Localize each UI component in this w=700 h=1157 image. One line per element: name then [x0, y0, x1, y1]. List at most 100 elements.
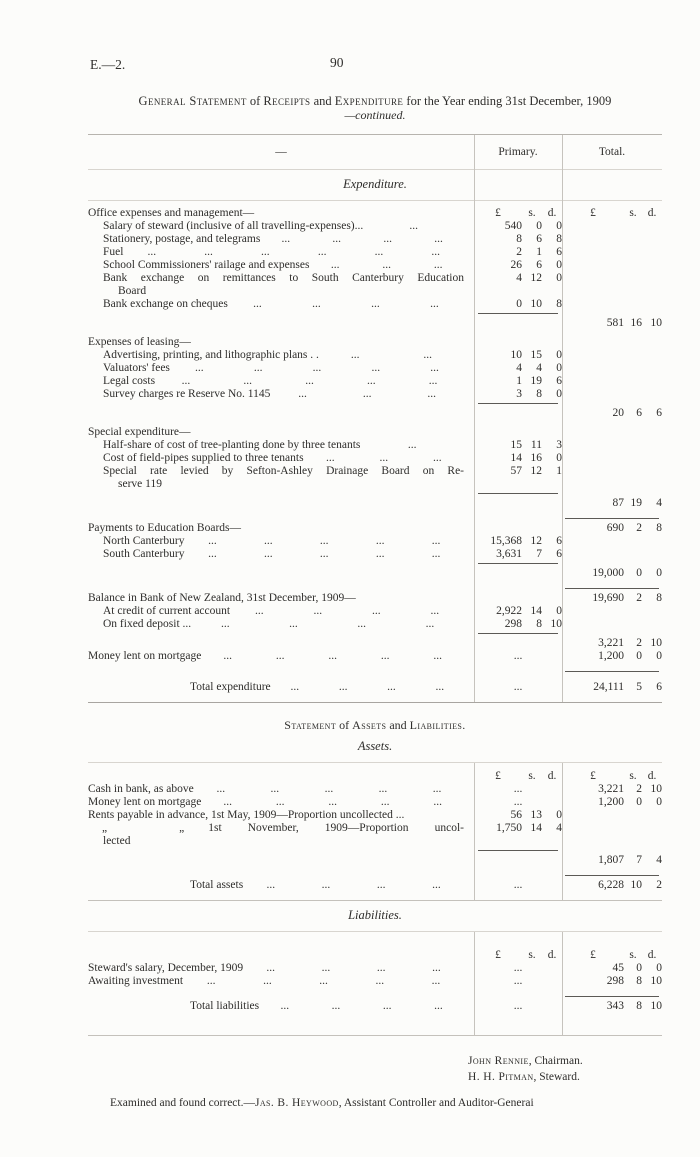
amount-pounds: 3,631 — [496, 548, 522, 560]
amount-dots: ... — [513, 681, 523, 693]
leader-dots: ... — [312, 362, 322, 374]
amount-dots: ... — [513, 975, 523, 987]
leader-dots: ... — [281, 233, 291, 245]
amount-pounds: 6,228 — [598, 879, 624, 891]
table-row: At credit of current account............… — [88, 605, 662, 618]
row-label-cell: Expenses of leasing— — [88, 336, 474, 349]
amount-primary: 1,750 14 4 — [474, 822, 562, 835]
leader-dots: ... — [261, 246, 270, 258]
amount-primary: 0 10 8 — [474, 298, 562, 311]
currency-column-header: £ — [590, 770, 596, 782]
amount-pounds: 1,200 — [598, 796, 624, 808]
leader-dots: ... — [407, 439, 417, 451]
subtotal-rule-row — [88, 631, 662, 637]
signatory-title: , Chairman. — [528, 1055, 583, 1067]
subtotal-rule — [565, 875, 659, 876]
leader-dots: ... — [357, 618, 367, 630]
row-label: Survey charges re Reserve No. 1145 — [103, 388, 271, 400]
leader-dots: ... — [432, 452, 442, 464]
leader-dots: ... — [204, 246, 213, 258]
amount-shillings: 13 — [530, 809, 543, 821]
leader-dots: ... — [434, 233, 443, 245]
amount-primary: 1 19 6 — [474, 375, 562, 388]
table-row: Expenses of leasing— — [88, 336, 662, 349]
title-segment: of — [246, 94, 264, 108]
leader-dots: ... — [376, 879, 386, 891]
subtotal-rule-row — [88, 994, 662, 1000]
row-label-cell: Bank exchange on remittances to South Ca… — [88, 272, 474, 298]
currency-column-header: s. — [629, 770, 637, 782]
page-number: 90 — [330, 55, 344, 70]
table-row: Total expenditure............... 24,111 5 6 — [88, 681, 662, 694]
currency-column-header: £ — [590, 949, 596, 961]
amount-shillings: 0 — [636, 796, 642, 808]
row-label: Total expenditure — [190, 681, 271, 693]
amount-total: 45 0 0 — [562, 962, 663, 975]
leader-dots: ... — [435, 681, 445, 693]
amount-primary: 57 12 1 — [474, 465, 563, 478]
leader-dots: ... — [266, 962, 276, 974]
assets-heading: Assets. — [357, 739, 393, 753]
row-label: Total assets — [190, 879, 244, 891]
leader-dots: ... — [433, 259, 443, 271]
leader-dots: ... — [332, 233, 342, 245]
amount-pounds: 10 — [510, 349, 523, 361]
leader-dots: ... — [253, 298, 262, 310]
leader-dots: ... — [264, 548, 273, 560]
row-label: 1st November, 1909—Proportion uncol- — [208, 822, 464, 834]
amount-total: 19,000 0 0 — [562, 567, 662, 580]
column-divider — [562, 135, 563, 702]
amount-pounds: 57 — [510, 465, 523, 477]
signatory-name: John Rennie — [468, 1055, 529, 1067]
column-divider — [562, 763, 563, 900]
amount-pence: 0 — [556, 272, 562, 284]
amount-primary: 26 6 0 — [474, 259, 563, 272]
column-divider — [474, 932, 475, 1035]
row-label: Office expenses and management— — [88, 207, 255, 219]
amount-pence: 0 — [556, 388, 562, 400]
amount-primary: ... — [474, 650, 562, 663]
leader-dots: ... — [326, 452, 335, 464]
amount-shillings: 2 — [636, 592, 642, 604]
amount-total: £ s. d. — [562, 207, 662, 220]
row-label-continued: Board — [118, 285, 147, 297]
amount-pence: 0 — [556, 809, 562, 821]
leader-dots: ... — [319, 535, 329, 547]
leader-dots: ... — [380, 650, 390, 662]
leader-dots: ... — [208, 548, 217, 560]
table-row: Salary of steward (inclusive of all trav… — [88, 220, 662, 233]
row-label: Bank exchange on remittances to South Ca… — [103, 272, 464, 284]
leader-dots: ... — [387, 681, 396, 693]
amount-primary: ... — [474, 783, 562, 796]
row-label: Special rate levied by Sefton-Ashley Dra… — [103, 465, 464, 477]
amount-pounds: 19,690 — [592, 592, 624, 604]
leader-dots: ... — [181, 375, 191, 387]
amount-pounds: 343 — [606, 1000, 624, 1012]
row-label: Money lent on mortgage — [88, 796, 202, 808]
audit-prefix: Examined and found correct.— — [110, 1097, 255, 1109]
currency-column-header: £ — [590, 207, 596, 219]
leader-dots: ... — [290, 681, 300, 693]
leader-dots: ... — [431, 548, 441, 560]
row-label-cell: Rents payable in advance, 1st May, 1909—… — [88, 809, 474, 822]
liabilities-heading: Liabilities. — [348, 908, 402, 922]
amount-total: 343 8 10 — [562, 1000, 662, 1013]
row-label-cell: Total expenditure............ — [88, 681, 474, 694]
currency-column-header: £ — [495, 770, 501, 782]
amount-pounds: 24,111 — [593, 681, 624, 693]
row-label-cell: Payments to Education Boards— — [88, 522, 474, 535]
amount-dots: ... — [513, 962, 523, 974]
row-label: Legal costs — [103, 375, 156, 387]
amount-total: 1,807 7 4 — [562, 854, 662, 867]
amount-primary: 14 16 0 — [474, 452, 563, 465]
row-label-cell: Money lent on mortgage............... — [88, 796, 474, 809]
signature-line: H. H. Pitman, Steward. — [468, 1070, 700, 1086]
amount-pence: 0 — [656, 650, 662, 662]
leader-dots: ... — [216, 783, 226, 795]
subtotal-rule-row — [88, 516, 662, 522]
amount-pounds: 15 — [510, 439, 523, 451]
amount-pounds: 1,750 — [496, 822, 522, 834]
amount-pounds: 15,368 — [490, 535, 522, 547]
amount-shillings: 15 — [530, 349, 543, 361]
